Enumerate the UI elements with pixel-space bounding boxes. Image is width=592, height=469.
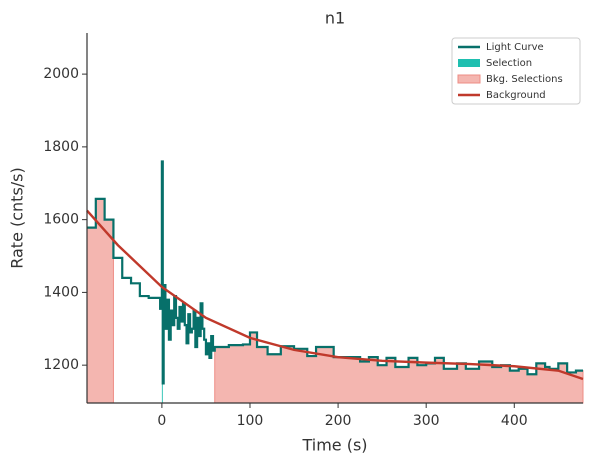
legend-label: Background [486,90,546,101]
x-tick-label: 100 [237,413,264,429]
legend-label: Selection [486,58,532,69]
x-tick-label: 300 [413,413,440,429]
chart-title: n1 [325,9,345,28]
y-axis-label: Rate (cnts/s) [8,167,27,269]
legend-label: Light Curve [486,42,544,53]
legend-patch [457,74,481,84]
x-axis-label: Time (s) [301,436,367,455]
background-curve [86,209,584,381]
y-tick-label: 1400 [43,284,79,300]
selection-area [86,198,114,404]
legend-label: Bkg. Selections [486,74,563,85]
x-tick-label: 400 [501,413,528,429]
y-tick-label: 2000 [43,66,79,82]
x-tick-label: 200 [325,413,352,429]
light-curve [87,160,583,385]
y-tick-label: 1200 [43,357,79,373]
y-tick-label: 1800 [43,139,79,155]
legend-patch [458,59,480,67]
x-tick-label: 0 [157,413,166,429]
legend-box [451,37,581,105]
y-tick-label: 1600 [43,212,79,228]
